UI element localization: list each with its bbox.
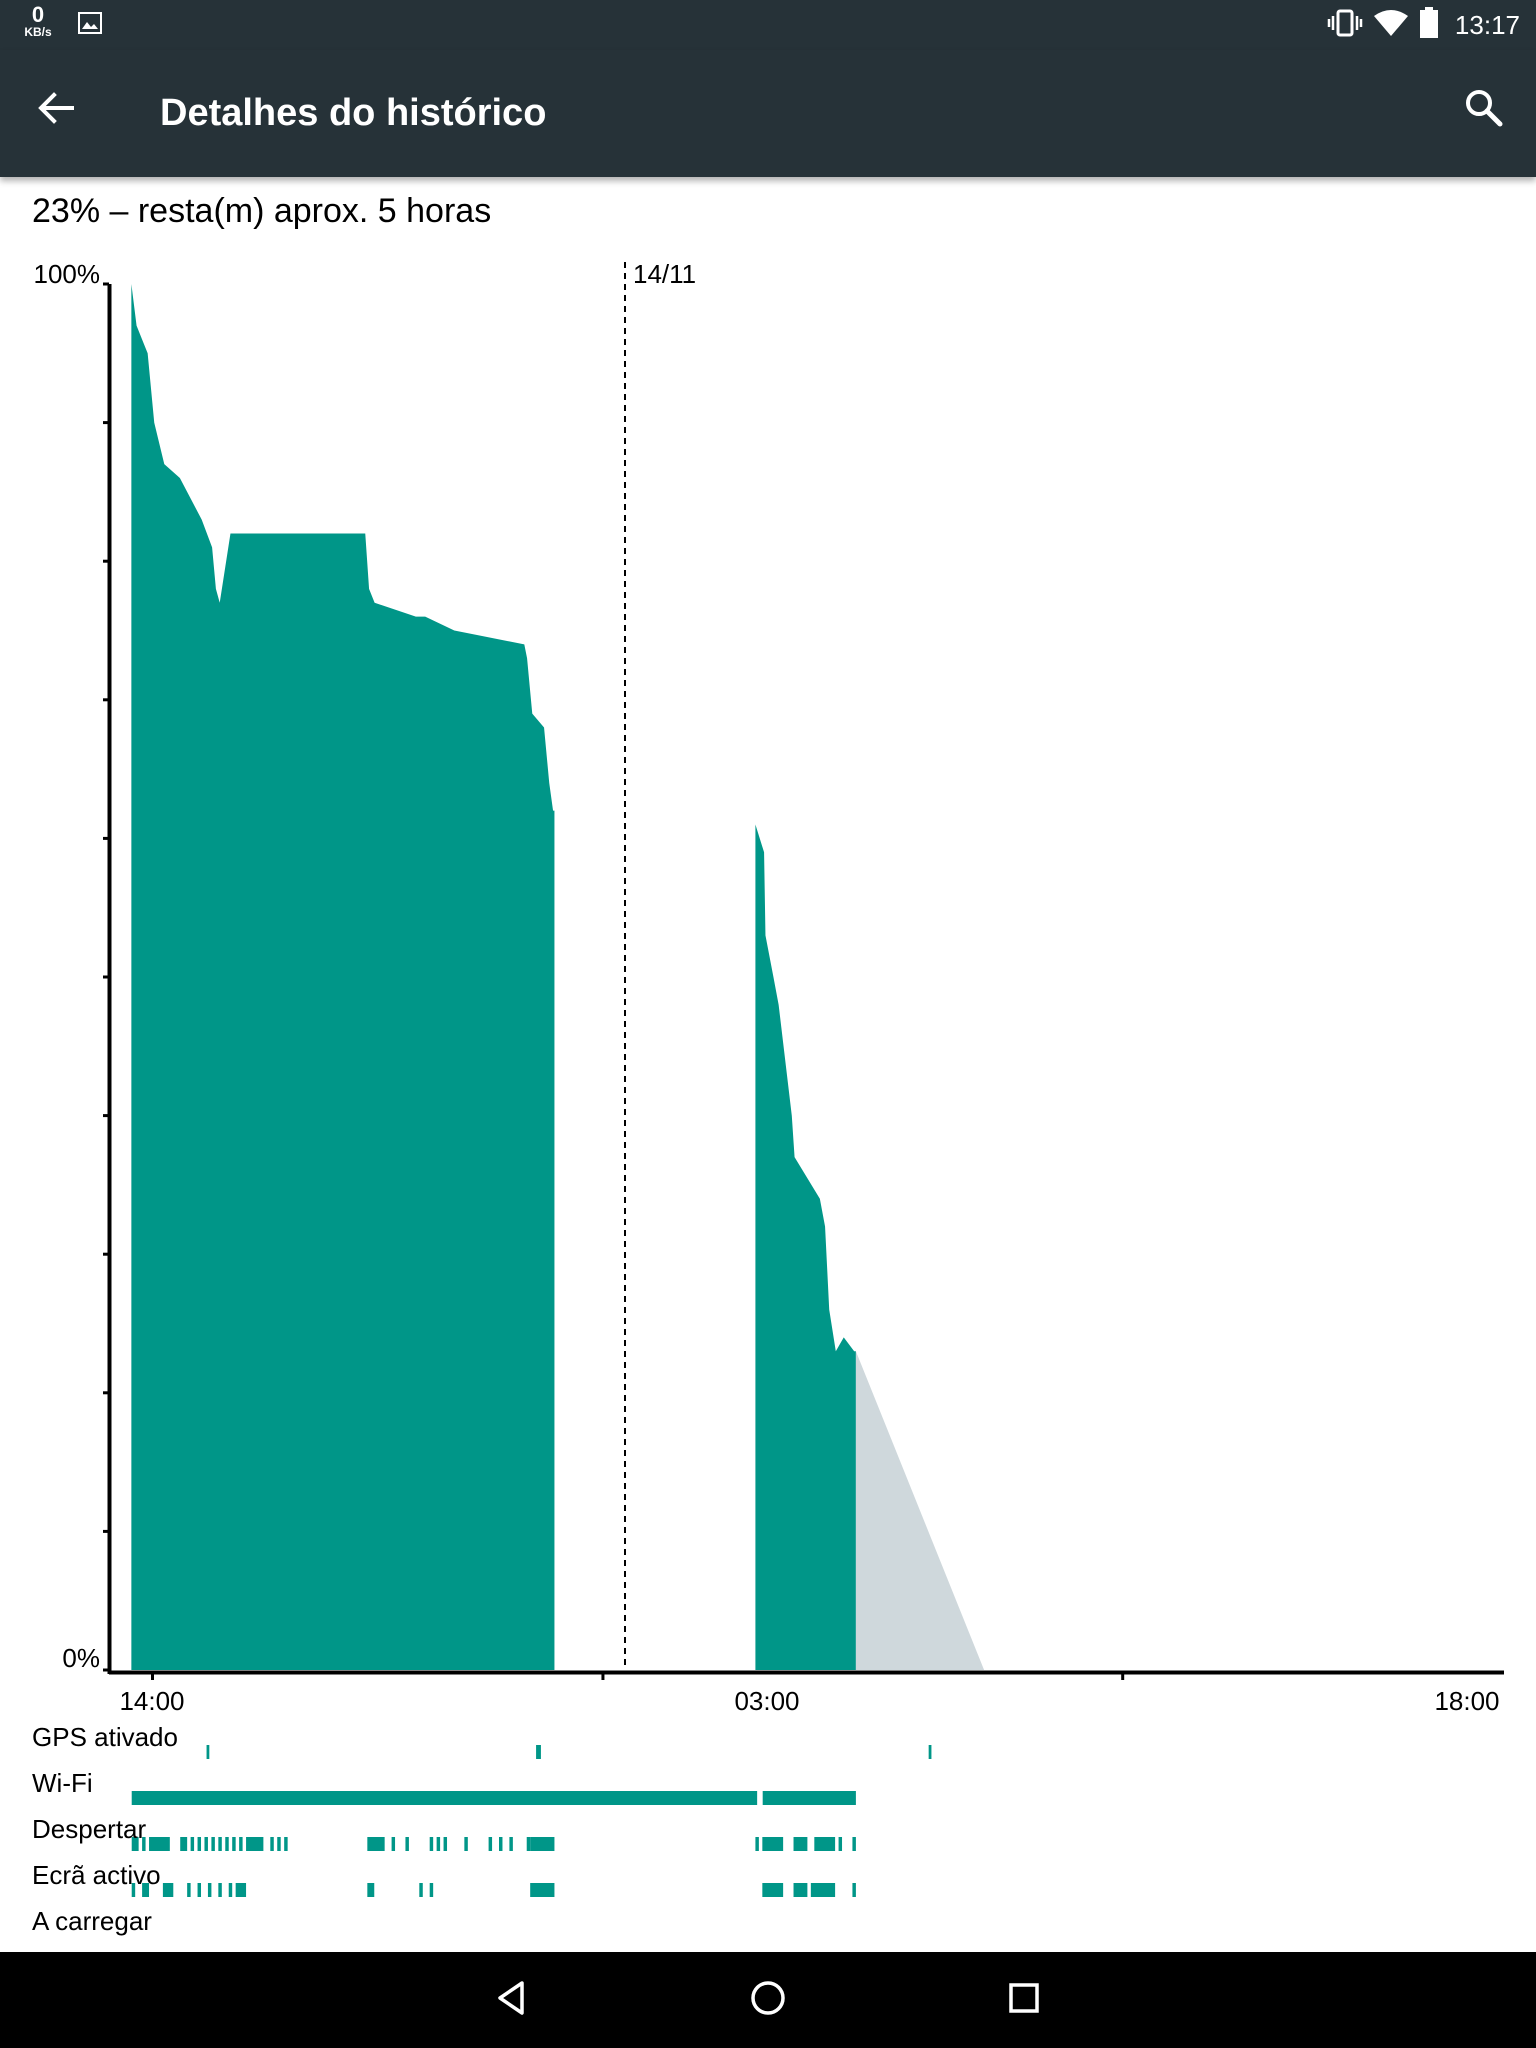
- wake-bar: [277, 1837, 281, 1851]
- chart-areas: [131, 284, 985, 1670]
- clock: 13:17: [1454, 9, 1520, 40]
- wake-bar: [131, 1837, 139, 1851]
- network-speed-unit: KB/s: [24, 25, 52, 39]
- battery-summary: 23% – resta(m) aprox. 5 horas: [32, 192, 492, 230]
- screen-on-bar: [810, 1883, 836, 1897]
- navigation-bar: [0, 1952, 1536, 2048]
- vibrate-icon: [1327, 8, 1363, 43]
- screen-on-bar: [218, 1883, 222, 1897]
- wake-bar: [232, 1837, 236, 1851]
- screen-on-bar: [793, 1883, 808, 1897]
- network-speed-value: 0: [31, 2, 45, 27]
- row-label-screen-on: Ecrã activo: [32, 1860, 161, 1890]
- wake-bar: [284, 1837, 288, 1851]
- screen-on-bar: [228, 1883, 233, 1897]
- wifi-bar: [131, 1791, 758, 1805]
- wake-bar: [211, 1837, 215, 1851]
- wake-bar: [180, 1837, 188, 1851]
- arrow-back-icon: [38, 91, 74, 129]
- screen-on-bar: [429, 1883, 434, 1897]
- row-label-gps: GPS ativado: [32, 1722, 178, 1752]
- row-label-wake: Despertar: [32, 1814, 147, 1844]
- gps-active-bar: [206, 1745, 210, 1759]
- wake-bar: [218, 1837, 222, 1851]
- wake-bar: [852, 1837, 856, 1851]
- wake-bar: [225, 1837, 229, 1851]
- wake-bar: [464, 1837, 468, 1851]
- recents-square-icon: [1004, 1978, 1044, 2023]
- wake-bar: [149, 1837, 170, 1851]
- x-tick-label-1400: 14:00: [119, 1686, 184, 1716]
- wake-bar: [142, 1837, 146, 1851]
- search-button[interactable]: [1448, 74, 1520, 146]
- wake-bar: [367, 1837, 385, 1851]
- back-button[interactable]: [20, 74, 92, 146]
- home-circle-icon: [748, 1978, 788, 2023]
- screen-on-bar: [207, 1883, 212, 1897]
- network-speed-indicator: 0 KB/s: [18, 2, 58, 39]
- screen-on-bar: [187, 1883, 191, 1897]
- wake-bar: [429, 1837, 434, 1851]
- wake-bar: [197, 1837, 202, 1851]
- wake-bar: [526, 1837, 531, 1851]
- screen-on-bar: [131, 1883, 136, 1897]
- wake-bar: [509, 1837, 513, 1851]
- page-title: Detalhes do histórico: [160, 92, 547, 134]
- battery-icon: [1419, 6, 1439, 44]
- wake-bar: [270, 1837, 274, 1851]
- search-icon: [1464, 88, 1504, 133]
- battery-level-segment-2: [755, 824, 856, 1670]
- screen-on-bar: [197, 1883, 202, 1897]
- app-bar: Detalhes do histórico: [0, 50, 1536, 177]
- screen-on-bar: [235, 1883, 247, 1897]
- estimated-remaining: [855, 1351, 985, 1670]
- screen-on-bar: [142, 1883, 150, 1897]
- wake-bar: [190, 1837, 195, 1851]
- status-bar: 0 KB/s 13:17: [0, 0, 1536, 50]
- y-tick-label-max: 100%: [34, 259, 101, 289]
- wake-bar: [762, 1837, 784, 1851]
- gps-active-bar: [928, 1745, 932, 1759]
- back-triangle-icon: [492, 1978, 532, 2023]
- wake-bar: [391, 1837, 396, 1851]
- wifi-bar: [762, 1791, 856, 1805]
- x-ticks: [151, 1672, 1125, 1680]
- wake-bar: [436, 1837, 441, 1851]
- battery-level-segment-1: [131, 284, 555, 1670]
- wake-bar: [530, 1837, 555, 1851]
- activity-rows: [131, 1745, 932, 1897]
- screen-on-bar: [419, 1883, 423, 1897]
- wake-bar: [405, 1837, 409, 1851]
- nav-recents-button[interactable]: [988, 1964, 1060, 2036]
- battery-history-chart: 14/11 100% 0% 14:00 03:00 18:00: [34, 259, 1504, 1897]
- wake-bar: [793, 1837, 808, 1851]
- screen-on-bar: [367, 1883, 375, 1897]
- wake-bar: [246, 1837, 264, 1851]
- screen-on-bar: [530, 1883, 555, 1897]
- wake-bar: [204, 1837, 208, 1851]
- wifi-icon: [1373, 8, 1409, 43]
- nav-back-button[interactable]: [476, 1964, 548, 2036]
- x-tick-label-0300: 03:00: [734, 1686, 799, 1716]
- y-tick-label-min: 0%: [62, 1643, 100, 1673]
- y-ticks: [103, 282, 109, 1672]
- row-label-wifi: Wi-Fi: [32, 1768, 93, 1798]
- row-label-charging: A carregar: [32, 1906, 152, 1936]
- image-icon: [78, 12, 102, 39]
- day-marker-label: 14/11: [633, 259, 696, 289]
- gps-active-bar: [536, 1745, 541, 1759]
- screen-on-bar: [162, 1883, 174, 1897]
- wake-bar: [755, 1837, 759, 1851]
- wake-bar: [443, 1837, 448, 1851]
- x-tick-label-1800: 18:00: [1434, 1686, 1499, 1716]
- screen-on-bar: [852, 1883, 856, 1897]
- wake-bar: [838, 1837, 843, 1851]
- screen-on-bar: [762, 1883, 784, 1897]
- wake-bar: [239, 1837, 243, 1851]
- nav-home-button[interactable]: [732, 1964, 804, 2036]
- wake-bar: [488, 1837, 493, 1851]
- wake-bar: [814, 1837, 836, 1851]
- wake-bar: [499, 1837, 503, 1851]
